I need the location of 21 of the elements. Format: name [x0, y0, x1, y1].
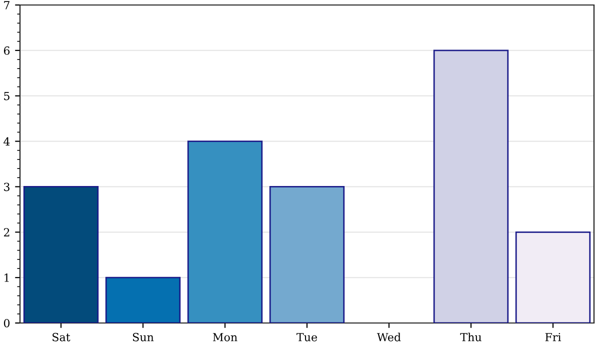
- bar: [187, 140, 263, 323]
- bar: [515, 231, 591, 323]
- x-tick-label: Wed: [376, 332, 401, 342]
- x-tick-label: Thu: [460, 332, 482, 342]
- x-tick-label: Tue: [296, 333, 318, 342]
- bar: [105, 276, 181, 323]
- y-tick-label: 7: [4, 1, 10, 10]
- bar: [23, 186, 99, 323]
- bar: [269, 186, 345, 323]
- y-tick-label: 4: [4, 137, 10, 146]
- y-tick-label: 1: [4, 274, 9, 282]
- y-tick-label: 2: [4, 228, 10, 236]
- y-tick-label: 5: [4, 92, 10, 100]
- x-tick-label: Sat: [52, 332, 70, 342]
- bar: [433, 50, 509, 323]
- x-tick-label: Sun: [132, 332, 154, 342]
- y-tick-label: 6: [4, 46, 10, 55]
- x-tick-label: Fri: [545, 332, 562, 342]
- y-tick-label: 0: [4, 318, 10, 328]
- x-tick-label: Mon: [212, 333, 238, 342]
- y-tick-label: 3: [4, 182, 10, 192]
